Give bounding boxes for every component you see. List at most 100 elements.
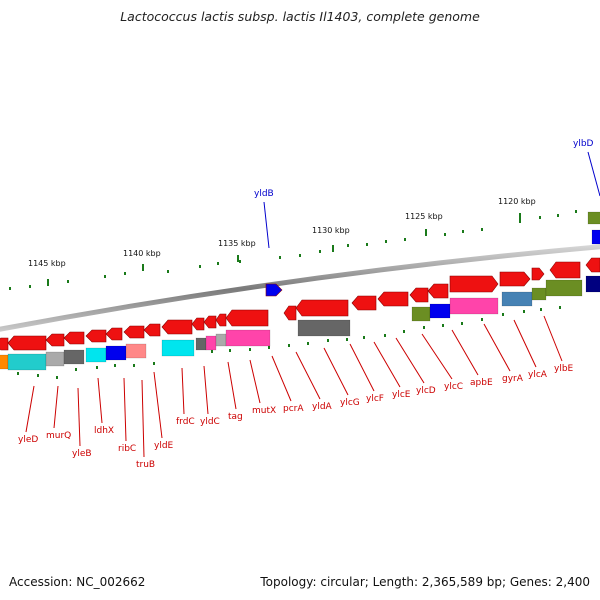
scale-labels: 1145 kbp 1140 kbp 1135 kbp 1130 kbp 1125 kbp…	[28, 197, 536, 268]
gene-label: murQ	[46, 431, 71, 441]
gene-label: pcrA	[283, 404, 304, 414]
scale-ticks	[9, 210, 577, 379]
label-leader	[249, 359, 261, 404]
gene-label: yleD	[18, 435, 38, 445]
gene-arrow	[409, 287, 429, 303]
gene-arrow	[0, 337, 9, 351]
gene-label: mutX	[252, 406, 276, 416]
label-leader	[395, 337, 425, 384]
cog-block	[63, 349, 85, 365]
cog-block	[587, 211, 600, 225]
label-leader	[25, 385, 35, 433]
cog-block	[297, 319, 351, 337]
gene-arrow	[283, 305, 297, 321]
label-leader	[181, 367, 185, 415]
gene-label: truB	[136, 460, 155, 470]
scale-label: 1140 kbp	[123, 249, 161, 258]
scale-label: 1135 kbp	[218, 239, 256, 248]
label-leader	[421, 333, 453, 380]
gene-label: ylcD	[416, 386, 436, 396]
scale-label: 1125 kbp	[405, 212, 443, 221]
gene-arrow	[85, 329, 107, 343]
gene-labels-top: yldB ylbD	[254, 139, 600, 249]
scale-label: 1145 kbp	[28, 259, 66, 268]
cog-block	[7, 353, 47, 371]
gene-arrow	[45, 333, 65, 347]
gene-label: yldA	[312, 402, 333, 412]
label-leader	[263, 201, 270, 249]
gene-label: ylcE	[392, 390, 411, 400]
gene-arrow	[585, 257, 600, 273]
gene-label: yleB	[72, 449, 92, 459]
gene-arrow	[549, 261, 581, 279]
cog-block	[429, 303, 451, 319]
figure-title: Lactococcus lactis subsp. lactis Il1403,…	[120, 9, 480, 24]
genome-backbone	[0, 244, 600, 332]
cog-block	[591, 229, 600, 245]
cog-block	[225, 329, 271, 347]
gene-arrow	[427, 283, 449, 299]
cog-block	[215, 333, 227, 347]
scale-label: 1130 kbp	[312, 226, 350, 235]
gene-label: ylcA	[528, 370, 548, 380]
cog-block	[0, 354, 9, 370]
gene-arrow	[143, 323, 161, 337]
gene-label: yldC	[200, 417, 220, 427]
gene-arrow	[531, 267, 545, 281]
gene-arrow	[123, 325, 145, 339]
gene-arrow	[225, 309, 269, 327]
label-leader	[451, 329, 479, 376]
gene-arrow	[191, 317, 205, 331]
gene-arrow	[105, 327, 123, 341]
gene-arrow	[215, 313, 227, 327]
genome-summary-text: Topology: circular; Length: 2,365,589 bp…	[260, 575, 590, 589]
label-leader	[153, 371, 163, 439]
gene-label: ylcG	[340, 398, 360, 408]
cog-block	[501, 291, 533, 307]
gene-arrow	[265, 283, 283, 297]
gene-arrow	[449, 275, 499, 293]
label-leader	[77, 387, 81, 447]
cog-block	[531, 287, 547, 301]
gene-arrow	[295, 299, 349, 317]
cog-block	[205, 335, 217, 351]
gene-label: ylcC	[444, 382, 463, 392]
label-leader	[323, 347, 349, 396]
gene-arrow	[7, 335, 47, 351]
gene-label: yldB	[254, 189, 274, 199]
label-leader	[53, 385, 59, 429]
gene-label: ylcF	[366, 394, 384, 404]
label-leader	[123, 377, 127, 442]
gene-label: yldE	[154, 441, 174, 451]
cog-block	[411, 306, 431, 322]
gene-arrow	[499, 271, 531, 287]
cog-blocks	[0, 211, 600, 371]
cog-block	[195, 337, 207, 351]
label-leader	[227, 361, 237, 410]
label-leader	[513, 319, 537, 368]
label-leader	[271, 355, 292, 402]
cog-block	[85, 347, 107, 363]
gene-arrow	[203, 315, 217, 329]
accession-text: Accession: NC_002662	[9, 575, 146, 589]
scale-label: 1120 kbp	[498, 197, 536, 206]
gene-label: tag	[228, 412, 243, 422]
gene-label: apbE	[470, 378, 493, 388]
gene-arrow	[161, 319, 193, 335]
gene-label: ribC	[118, 444, 136, 454]
label-leader	[587, 151, 600, 197]
gene-label: ylbD	[573, 139, 594, 149]
cog-block	[545, 279, 583, 297]
cog-block	[449, 297, 499, 315]
label-leader	[373, 341, 401, 388]
label-leader	[141, 379, 145, 458]
label-leader	[97, 377, 103, 424]
gene-arrow	[63, 331, 85, 345]
cog-block	[585, 275, 600, 293]
gene-arrow	[351, 295, 377, 311]
gene-arrows	[0, 257, 600, 351]
gene-label: gyrA	[502, 374, 524, 384]
